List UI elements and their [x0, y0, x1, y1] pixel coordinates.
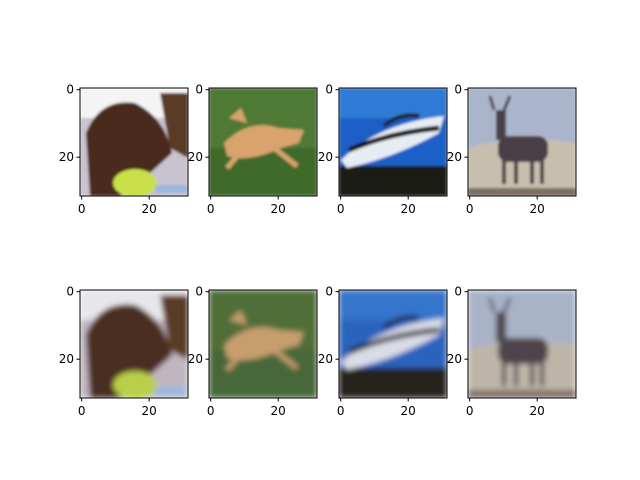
- horse-body: [86, 102, 172, 196]
- image-deer: [468, 88, 576, 196]
- boat-stripe: [348, 327, 440, 355]
- y-tick-label: 0: [66, 285, 74, 299]
- subplot-reconstruction-horse: 0 20 0 20: [59, 285, 189, 418]
- y-tick-label: 20: [318, 150, 333, 164]
- axes-frame: [467, 289, 577, 399]
- dark-water: [339, 166, 447, 196]
- dog-body: [224, 327, 304, 361]
- x-tick-label: 20: [271, 202, 286, 216]
- axes-frame: [208, 289, 318, 399]
- deer-neck: [496, 312, 506, 342]
- image-boat: [339, 88, 447, 196]
- x-tick-label: 20: [271, 404, 286, 418]
- blue-strip: [155, 185, 188, 193]
- sky: [339, 290, 447, 320]
- ground: [468, 139, 576, 196]
- x-tick-label: 0: [337, 202, 345, 216]
- x-tick-label: 20: [530, 404, 545, 418]
- y-tick-label: 0: [325, 285, 333, 299]
- y-tick-label: 0: [454, 83, 462, 97]
- axes-frame: [208, 87, 318, 197]
- deer-antlers: [488, 297, 512, 313]
- dog-head: [229, 108, 247, 123]
- y-tick-label: 0: [195, 285, 203, 299]
- image-dog: [209, 88, 317, 196]
- blue-strip: [155, 387, 188, 395]
- x-tick-label: 0: [466, 202, 474, 216]
- yellow-object: [113, 371, 157, 398]
- y-tick-label: 20: [188, 352, 203, 366]
- dark-water: [339, 368, 447, 398]
- y-tick-label: 0: [454, 285, 462, 299]
- x-tick-label: 0: [207, 404, 215, 418]
- y-tick-label: 20: [59, 150, 74, 164]
- boat-stripe: [348, 125, 440, 153]
- grass: [209, 350, 317, 398]
- x-tick-label: 0: [466, 404, 474, 418]
- deer-neck: [496, 110, 506, 140]
- image-horse: [80, 88, 188, 196]
- dog-leg: [272, 348, 299, 370]
- image-horse: [80, 290, 188, 398]
- subplot-original-boat: 0 20 0 20: [318, 83, 448, 216]
- horse-mane: [160, 93, 188, 158]
- y-tick-label: 20: [318, 352, 333, 366]
- axes-frame: [338, 87, 448, 197]
- y-tick-label: 0: [195, 83, 203, 97]
- x-tick-label: 20: [142, 404, 157, 418]
- subplot-reconstruction-dog: 0 20 0 20: [188, 285, 318, 418]
- subplot-original-dog: 0 20 0 20: [188, 83, 318, 216]
- y-tick-label: 20: [447, 352, 462, 366]
- x-tick-label: 0: [78, 404, 86, 418]
- image-dog: [209, 290, 317, 398]
- ground-strip: [468, 188, 576, 196]
- ground-strip: [468, 390, 576, 398]
- y-tick-label: 20: [59, 352, 74, 366]
- axes-frame: [467, 87, 577, 197]
- grass: [209, 148, 317, 196]
- boat-windshield: [382, 315, 420, 330]
- x-tick-label: 20: [530, 202, 545, 216]
- image-boat: [339, 290, 447, 398]
- axes-frame: [338, 289, 448, 399]
- horse-mane: [160, 295, 188, 360]
- image-deer: [468, 290, 576, 398]
- boat-windshield: [382, 113, 420, 128]
- deer-antlers: [488, 95, 512, 111]
- x-tick-label: 0: [78, 202, 86, 216]
- dog-leg: [225, 152, 241, 170]
- dog-head: [229, 310, 247, 325]
- subplot-original-horse: 0 20 0 20: [59, 83, 189, 216]
- deer-body: [498, 338, 548, 364]
- x-tick-label: 20: [401, 404, 416, 418]
- axes-frame: [79, 87, 189, 197]
- x-tick-label: 0: [207, 202, 215, 216]
- y-tick-label: 0: [325, 83, 333, 97]
- ground: [468, 341, 576, 398]
- subplot-reconstruction-deer: 0 20 0 20: [447, 285, 577, 418]
- yellow-object: [113, 169, 157, 196]
- dog-leg: [272, 146, 299, 168]
- subplot-reconstruction-boat: 0 20 0 20: [318, 285, 448, 418]
- y-tick-label: 0: [66, 83, 74, 97]
- deer-body: [498, 136, 548, 162]
- subplot-original-deer: 0 20 0 20: [447, 83, 577, 216]
- horse-body: [86, 304, 172, 398]
- sky: [339, 88, 447, 118]
- x-tick-label: 20: [142, 202, 157, 216]
- axes-frame: [79, 289, 189, 399]
- dog-leg: [225, 354, 241, 372]
- x-tick-label: 0: [337, 404, 345, 418]
- y-tick-label: 20: [188, 150, 203, 164]
- x-tick-label: 20: [401, 202, 416, 216]
- dog-body: [224, 125, 304, 159]
- y-tick-label: 20: [447, 150, 462, 164]
